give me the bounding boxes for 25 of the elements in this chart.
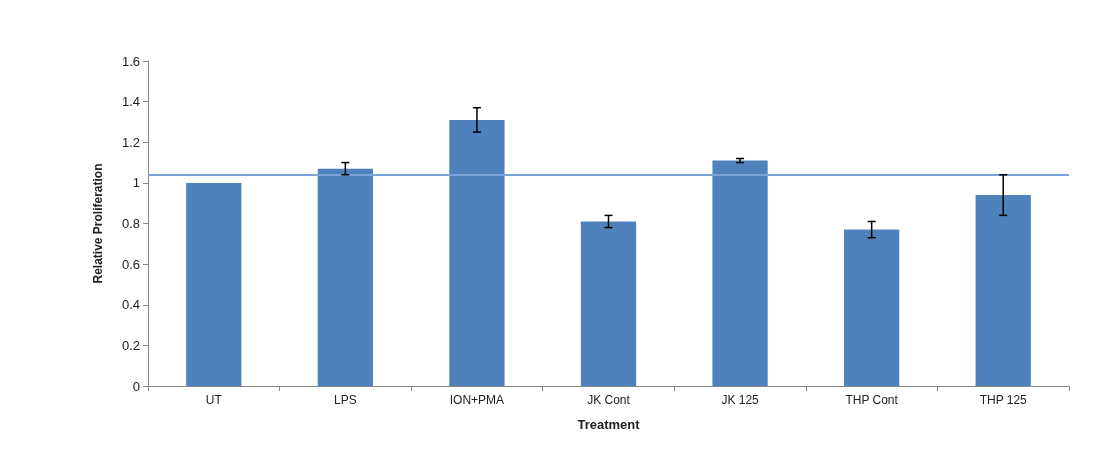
x-tick-label: JK Cont bbox=[587, 393, 631, 407]
x-tick-label: LPS bbox=[334, 393, 357, 407]
y-tick-label: 0.8 bbox=[121, 216, 140, 231]
y-tick-label: 1.2 bbox=[121, 134, 140, 150]
x-tick-label: UT bbox=[205, 393, 223, 407]
x-tick-label: THP Cont bbox=[845, 393, 899, 407]
y-tick-label: 0.6 bbox=[121, 256, 140, 272]
x-tick-label: THP 125 bbox=[979, 393, 1028, 407]
y-tick-label: 0.2 bbox=[121, 337, 140, 353]
y-tick-label: 0 bbox=[132, 378, 140, 394]
y-axis-title: Relative Proliferation bbox=[91, 163, 105, 284]
x-tick-label: ION+PMA bbox=[449, 393, 505, 407]
y-tick-label: 0.4 bbox=[121, 297, 140, 313]
bar bbox=[844, 229, 900, 386]
bar bbox=[317, 168, 373, 386]
y-tick-label: 1.6 bbox=[121, 53, 140, 69]
bar bbox=[186, 182, 242, 386]
y-tick-label: 1.4 bbox=[121, 94, 140, 110]
x-tick-label: JK 125 bbox=[721, 393, 760, 407]
bar bbox=[449, 119, 505, 386]
bar bbox=[712, 160, 768, 386]
x-axis-title: Treatment bbox=[577, 417, 641, 432]
bar bbox=[975, 195, 1031, 386]
y-tick-label: 1 bbox=[132, 175, 140, 191]
bar bbox=[580, 221, 637, 386]
